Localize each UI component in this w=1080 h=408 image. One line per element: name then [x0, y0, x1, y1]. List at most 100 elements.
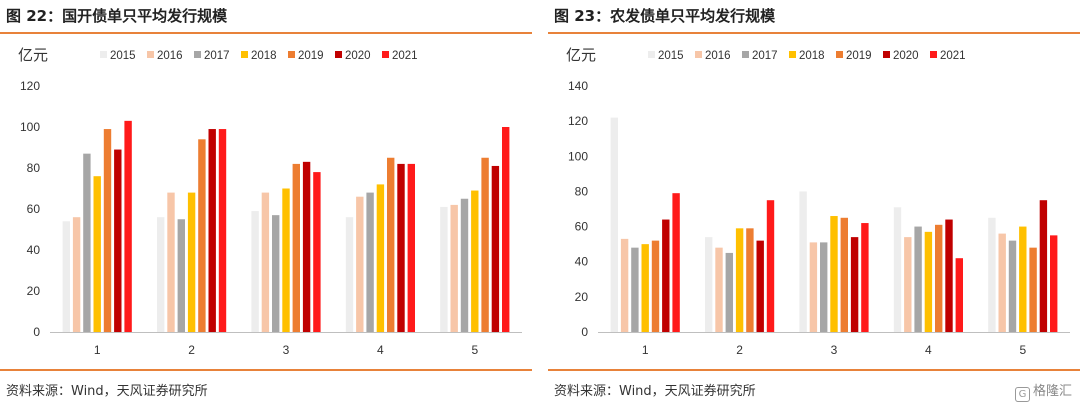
chart-title: 图 23：农发债单只平均发行规模 — [554, 7, 776, 25]
bar-2015-5 — [440, 206, 448, 332]
bar-2017-4 — [914, 226, 922, 332]
legend-swatch — [335, 51, 342, 58]
legend-swatch — [100, 51, 107, 58]
chart-panel-23: 图 23：农发债单只平均发行规模 亿元 2015 2016 2017 2018 2019 2… — [548, 0, 1080, 408]
y-tick-label: 40 — [27, 243, 41, 257]
title-divider — [548, 32, 1080, 34]
x-tick-label: 4 — [377, 343, 384, 357]
bar-2016-4 — [356, 196, 364, 332]
y-tick-label: 120 — [20, 79, 40, 93]
legend-label: 2021 — [940, 50, 966, 62]
bar-2016-2 — [715, 247, 723, 332]
y-tick-label: 0 — [33, 325, 40, 339]
legend-item-2021: 2021 — [930, 50, 966, 62]
x-tick-label: 3 — [831, 343, 838, 357]
bar-2018-5 — [1019, 226, 1027, 332]
bar-2017-4 — [366, 192, 374, 332]
bar-2021-5 — [1050, 235, 1058, 332]
watermark: G 格隆汇 — [1014, 380, 1072, 402]
bar-2016-4 — [904, 237, 912, 332]
bar-2015-4 — [345, 217, 354, 332]
bar-2019-5 — [1029, 247, 1037, 332]
bar-2020-5 — [491, 165, 500, 332]
bar-2018-2 — [735, 228, 744, 332]
bar-chart-23: 亿元 2015 2016 2017 2018 2019 2020 2021 0 20 40 60 80 1… — [566, 47, 1070, 357]
legend-item-2018: 2018 — [789, 50, 825, 62]
bar-2016-2 — [167, 192, 175, 332]
x-tick-label: 2 — [188, 343, 195, 357]
y-tick-label: 140 — [568, 79, 588, 93]
bar-2019-2 — [746, 228, 754, 332]
bar-2020-2 — [756, 240, 764, 332]
x-tick-label: 3 — [283, 343, 290, 357]
bar-2017-3 — [272, 215, 280, 332]
source-note: 资料来源：Wind，天风证券研究所 — [554, 384, 756, 399]
legend-swatch — [742, 51, 749, 58]
x-tick-label: 4 — [925, 343, 932, 357]
bar-2019-2 — [198, 139, 206, 332]
source-divider — [548, 369, 1080, 371]
bar-2021-5 — [502, 127, 510, 332]
bar-2016-3 — [261, 192, 270, 332]
y-tick-label: 40 — [575, 255, 589, 269]
bar-2020-4 — [397, 163, 405, 332]
legend-label: 2018 — [799, 50, 825, 62]
legend-swatch — [789, 51, 796, 58]
legend-swatch — [194, 51, 201, 58]
bar-2021-4 — [407, 163, 415, 332]
legend-swatch — [695, 51, 702, 58]
legend-swatch — [648, 51, 655, 58]
bar-2018-4 — [924, 231, 933, 332]
bar-2021-3 — [861, 223, 869, 332]
legend-swatch — [288, 51, 295, 58]
legend-label: 2016 — [157, 50, 183, 62]
legend-label: 2019 — [298, 50, 324, 62]
legend-label: 2018 — [251, 50, 277, 62]
y-tick-label: 80 — [27, 161, 41, 175]
x-tick-label: 5 — [471, 343, 478, 357]
bar-2018-5 — [471, 190, 479, 332]
bar-2020-1 — [662, 219, 670, 332]
bar-2019-5 — [481, 157, 489, 332]
legend-swatch — [930, 51, 937, 58]
legend-swatch — [241, 51, 248, 58]
bar-2021-1 — [124, 120, 132, 332]
legend-item-2021: 2021 — [382, 50, 418, 62]
bar-chart-22: 亿元 2015 2016 2017 2018 2019 2020 2021 0 20 40 60 80 1… — [18, 47, 522, 357]
bar-2015-3 — [799, 191, 807, 332]
bar-2019-1 — [651, 240, 660, 332]
legend-item-2016: 2016 — [695, 50, 731, 62]
legend-item-2020: 2020 — [883, 50, 919, 62]
bar-2021-3 — [313, 172, 321, 332]
bar-2020-3 — [850, 237, 859, 332]
bar-2016-1 — [72, 217, 81, 332]
bar-2017-3 — [820, 242, 828, 332]
legend-item-2015: 2015 — [648, 50, 684, 62]
bar-2015-2 — [157, 217, 165, 332]
bar-2015-4 — [893, 207, 902, 332]
bar-2019-1 — [103, 129, 112, 332]
gelonghui-logo-icon: G — [1014, 387, 1030, 402]
legend-item-2015: 2015 — [100, 50, 136, 62]
y-tick-label: 100 — [568, 149, 588, 163]
bar-2018-3 — [830, 216, 838, 332]
legend-label: 2015 — [110, 50, 136, 62]
legend-swatch — [147, 51, 154, 58]
y-tick-label: 0 — [581, 325, 588, 339]
legend-item-2017: 2017 — [194, 50, 230, 62]
bar-2020-5 — [1039, 200, 1048, 332]
source-divider — [0, 369, 532, 371]
legend-label: 2021 — [392, 50, 418, 62]
bar-2017-2 — [725, 252, 733, 332]
bar-2017-1 — [83, 153, 91, 332]
y-tick-label: 60 — [27, 202, 41, 216]
legend-item-2018: 2018 — [241, 50, 277, 62]
x-tick-label: 5 — [1019, 343, 1026, 357]
y-tick-label: 80 — [575, 184, 589, 198]
chart-title: 图 22：国开债单只平均发行规模 — [6, 7, 228, 25]
y-tick-label: 60 — [575, 220, 589, 234]
bar-2016-5 — [450, 204, 458, 332]
y-tick-label: 20 — [575, 290, 589, 304]
bar-2016-3 — [809, 242, 818, 332]
legend-label: 2017 — [204, 50, 230, 62]
